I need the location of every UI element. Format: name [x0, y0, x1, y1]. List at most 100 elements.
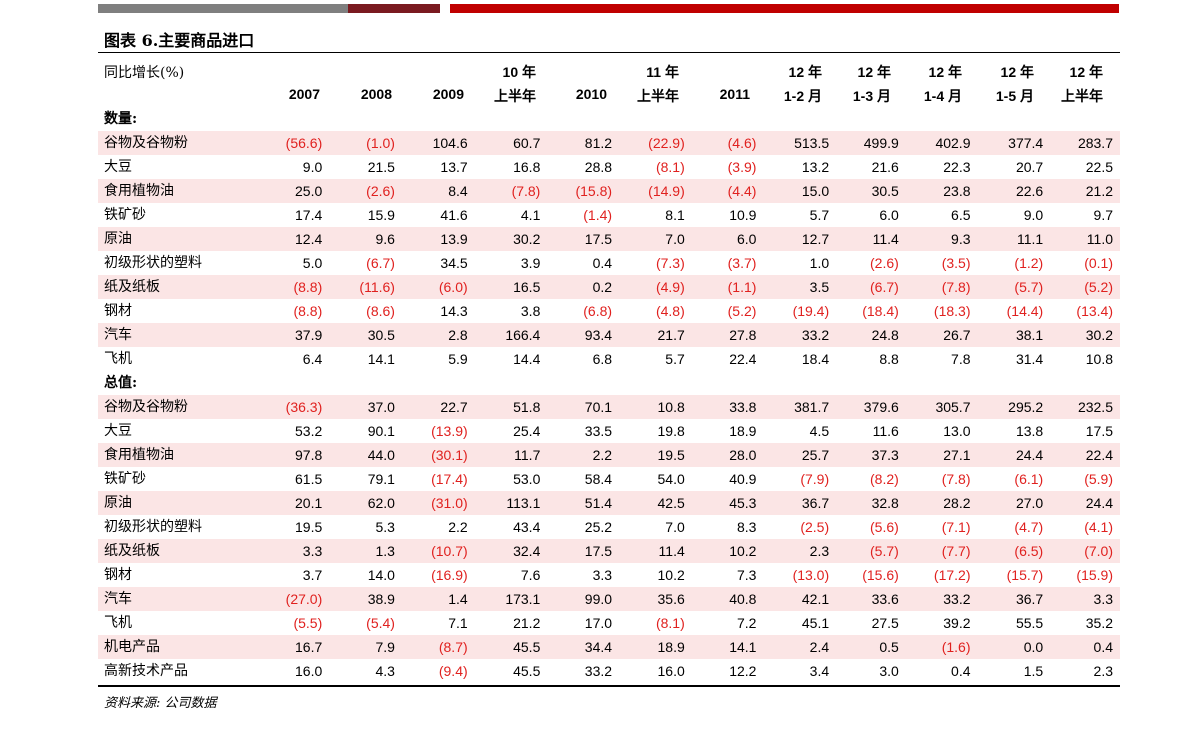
- table-cell: 40.8: [691, 587, 764, 611]
- table-cell: (18.4): [862, 303, 899, 319]
- table-cell: 1.0: [809, 255, 830, 271]
- column-header: 10 年上半年: [471, 58, 543, 106]
- table-cell: (27.0): [281, 587, 330, 611]
- table-cell: 21.7: [619, 323, 692, 347]
- table-cell: 58.4: [584, 471, 613, 487]
- table-cell: 173.1: [474, 587, 548, 611]
- table-cell: [475, 107, 548, 131]
- table-cell: (2.5): [800, 519, 830, 535]
- table-cell: 3.3: [1050, 587, 1120, 611]
- table-cell: 3.9: [520, 255, 541, 271]
- table-cell: 35.2: [1085, 615, 1113, 631]
- table-cell: (30.1): [401, 443, 475, 467]
- column-header-line2: 1-4 月: [923, 88, 962, 104]
- table-cell: 37.9: [281, 323, 330, 347]
- table-cell: 13.2: [801, 159, 830, 175]
- table-cell: 22.5: [1085, 159, 1113, 175]
- source-note: 资料来源: 公司数据: [104, 696, 217, 711]
- table-cell: 38.9: [329, 587, 402, 611]
- table-cell: (4.1): [1084, 519, 1113, 535]
- table-cell: 17.5: [547, 227, 620, 251]
- table-cell: 34.4: [547, 635, 620, 659]
- table-row: 谷物及谷物粉 (36.3) 37.0 22.7 51.8 70.1 10.8 33.8 381.…: [98, 395, 1120, 419]
- table-cell: 33.2: [584, 663, 613, 679]
- column-header-line2: 1-2 月: [783, 88, 822, 104]
- table-cell: (15.9): [1076, 567, 1113, 583]
- table-cell: [329, 371, 402, 395]
- table-cell: [402, 371, 475, 395]
- table-cell: 7.0: [619, 227, 692, 251]
- table-cell: 8.4: [401, 179, 475, 203]
- table-cell: (2.6): [329, 179, 402, 203]
- table-cell: 16.5: [474, 275, 548, 299]
- table-cell: 22.3: [943, 159, 971, 175]
- table-cell: (16.9): [431, 567, 468, 583]
- table-cell: 17.5: [1085, 423, 1113, 439]
- table-cell: 13.0: [943, 423, 971, 439]
- table-row: 飞机 (5.5) (5.4) 7.1 21.2 17.0 (8.1) 7.2 45.1 27.5 3…: [98, 611, 1120, 635]
- row-label: 飞机: [104, 351, 132, 367]
- table-cell: (4.8): [655, 303, 685, 319]
- table-cell: (8.7): [401, 635, 475, 659]
- table-cell: (17.4): [431, 471, 468, 487]
- table-cell: 11.6: [872, 423, 899, 439]
- table-cell: 30.5: [836, 179, 906, 203]
- row-label: 初级形状的塑料: [104, 519, 202, 535]
- table-cell: 10.9: [729, 207, 757, 223]
- table-cell: 26.7: [905, 323, 978, 347]
- table-cell: 28.0: [691, 443, 764, 467]
- row-label: 食用植物油: [98, 179, 282, 203]
- table-cell: 11.0: [1050, 227, 1120, 251]
- table-cell: 1.3: [329, 539, 402, 563]
- row-label: 数量:: [104, 111, 138, 127]
- table-cell: 33.6: [836, 587, 906, 611]
- table-cell: 30.2: [1050, 323, 1120, 347]
- table-cell: 16.0: [295, 663, 323, 679]
- table-cell: 9.0: [1023, 207, 1044, 223]
- table-cell: (15.7): [1006, 567, 1044, 583]
- table-cell: (7.7): [905, 539, 978, 563]
- table-cell: [1050, 371, 1120, 395]
- column-header-line1: 12 年: [788, 64, 822, 80]
- table-cell: (5.4): [366, 615, 395, 631]
- table-cell: 21.6: [871, 159, 899, 175]
- table-cell: (4.7): [1014, 519, 1044, 535]
- table-cell: 0.4: [592, 255, 613, 271]
- table-cell: 33.2: [763, 323, 837, 347]
- row-label: 总值:: [104, 375, 138, 391]
- table-cell: 513.5: [763, 131, 837, 155]
- table-cell: 45.5: [513, 663, 541, 679]
- table-cell: 11.4: [619, 539, 692, 563]
- table-cell: 10.2: [657, 567, 685, 583]
- table-cell: [329, 107, 402, 131]
- table-cell: (5.5): [293, 615, 323, 631]
- table-cell: 19.5: [619, 443, 692, 467]
- table-cell: 9.7: [1093, 207, 1113, 223]
- table-row: 食用植物油 25.0 (2.6) 8.4 (7.8) (15.8) (14.9) (4.4) 1…: [98, 179, 1120, 203]
- table-cell: (6.7): [366, 255, 395, 271]
- table-cell: 9.3: [905, 227, 978, 251]
- table-cell: 42.1: [763, 587, 837, 611]
- table-cell: 34.5: [440, 255, 468, 271]
- table-cell: 3.8: [520, 303, 541, 319]
- column-header: 2008: [327, 58, 399, 106]
- table-cell: 1.4: [401, 587, 475, 611]
- table-cell: 11.4: [836, 227, 906, 251]
- table-row: 汽车 (27.0) 38.9 1.4 173.1 99.0 35.6 40.8 42.1 33.6…: [98, 587, 1120, 611]
- table-cell: 25.0: [281, 179, 330, 203]
- table-cell: [906, 107, 978, 131]
- section-row: 数量:: [98, 107, 1120, 131]
- table-cell: [619, 371, 692, 395]
- table-cell: 5.7: [665, 351, 685, 367]
- row-label: 钢材: [104, 303, 132, 319]
- table-cell: [978, 107, 1051, 131]
- table-cell: 45.5: [474, 635, 548, 659]
- table-cell: (3.9): [727, 159, 757, 175]
- table-cell: 4.5: [809, 423, 830, 439]
- section-row: 总值:: [98, 371, 1120, 395]
- table-cell: (31.0): [401, 491, 475, 515]
- table-cell: 22.4: [729, 351, 757, 367]
- table-cell: 18.4: [801, 351, 830, 367]
- table-cell: 5.3: [375, 519, 395, 535]
- table-cell: (14.9): [619, 179, 692, 203]
